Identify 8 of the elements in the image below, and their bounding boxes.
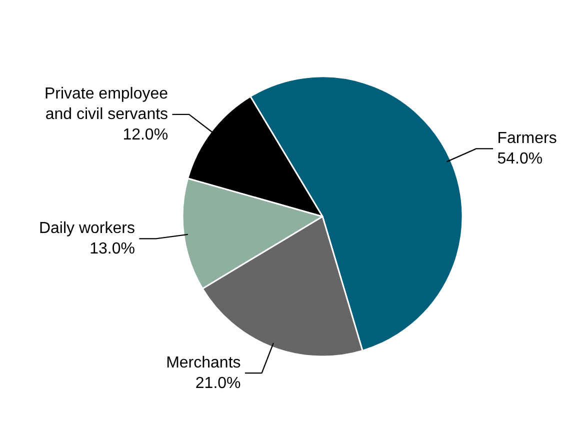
slice-label: Daily workers [38,220,135,237]
data-label: 13.0% [90,240,135,258]
slice-label: Farmers [497,130,557,147]
data-label: 21.0% [195,374,241,392]
slice-label: Merchants [166,354,241,372]
data-label: 54.0% [497,150,543,168]
slice-label: Private employee and civil servants [44,86,168,123]
data-label: 12.0% [122,126,168,144]
